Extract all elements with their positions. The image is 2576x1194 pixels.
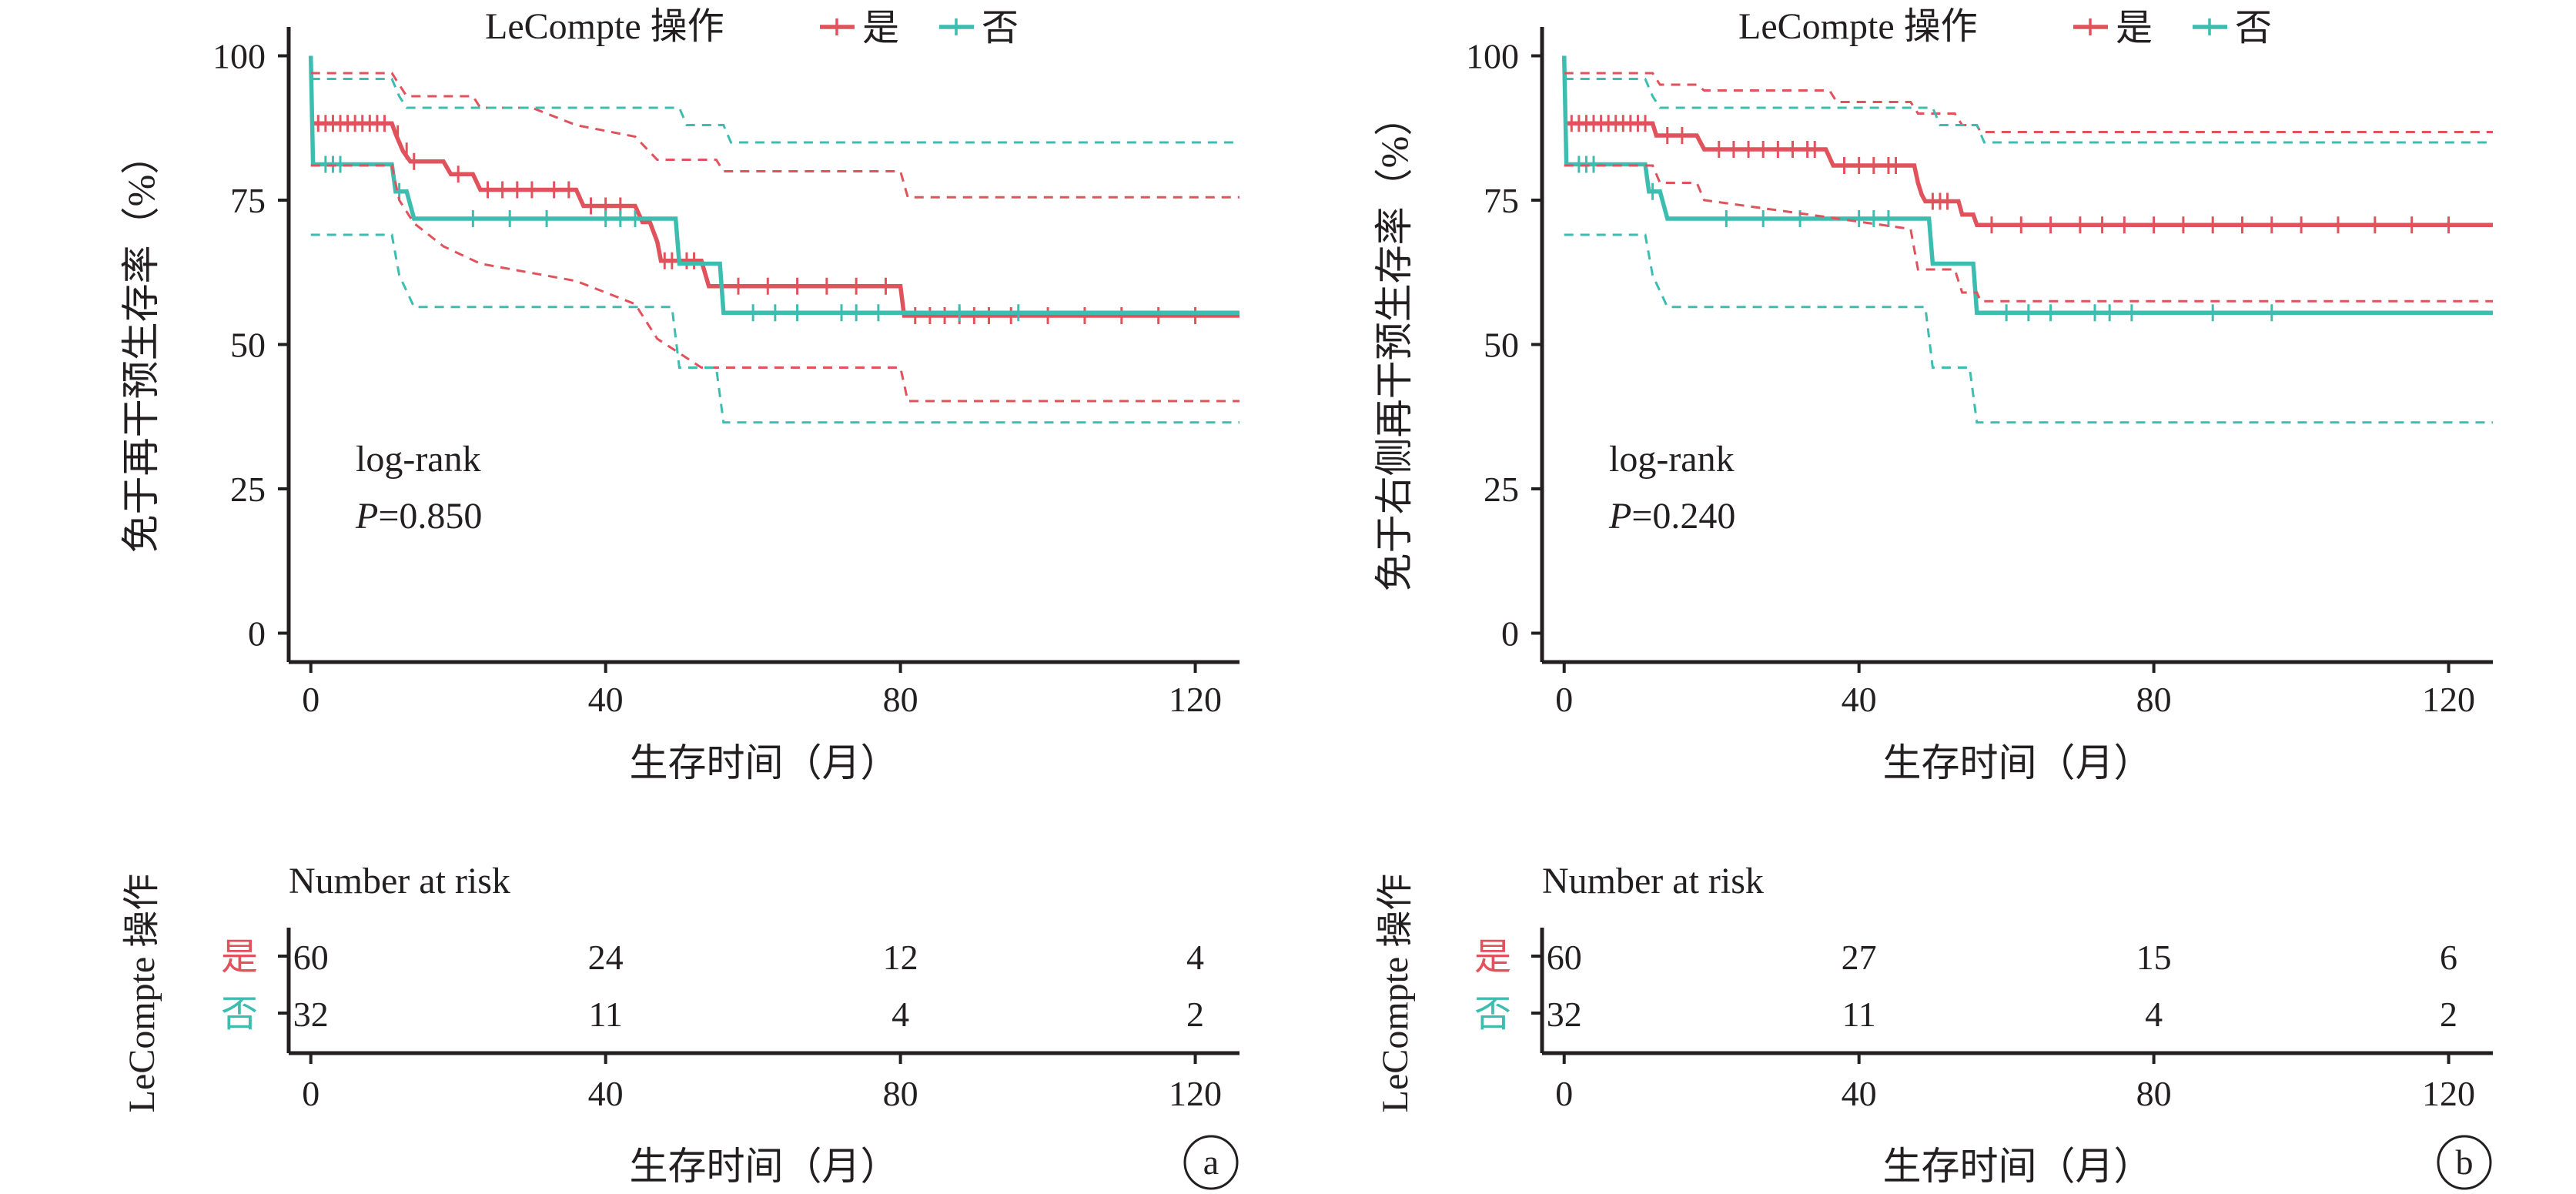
p-symbol: P [1608,496,1631,537]
risk-row-group: 否 [221,994,258,1035]
y-tick-label: 0 [1501,614,1519,654]
risk-count: 24 [588,938,624,977]
risk-count: 4 [1186,938,1204,977]
risk-count: 4 [2145,995,2163,1034]
x-tick-label: 40 [588,680,624,719]
legend: LeCompte 操作 是 否 [485,6,1019,48]
p-value: P=0.240 [1608,496,1735,537]
y-tick-label: 50 [230,326,266,365]
survival-curve-否 [308,55,1239,315]
risk-x-axis-label: 生存时间（月） [630,1145,899,1188]
risk-x-tick-label: 0 [1555,1074,1573,1113]
risk-x-tick-label: 0 [302,1074,319,1113]
confidence-band-line [1564,233,2493,424]
legend-title: LeCompte 操作 [1738,6,1978,47]
risk-x-axis-label: 生存时间（月） [1883,1145,2153,1188]
risk-count: 4 [892,995,909,1034]
y-tick-label: 25 [1484,470,1519,509]
risk-count: 32 [293,995,329,1034]
x-tick-label: 0 [302,680,319,719]
y-tick-label: 75 [1484,181,1519,220]
risk-count: 11 [589,995,623,1034]
y-tick-label: 25 [230,470,266,509]
p-symbol: P [355,496,378,537]
risk-table-y-label: LeCompte 操作 [1375,874,1416,1113]
risk-x-tick-label: 40 [1842,1074,1877,1113]
confidence-band-line [310,164,1239,403]
x-axis-label: 生存时间（月） [630,741,899,784]
risk-x-tick-label: 120 [1169,1074,1222,1113]
panel-label: a [1203,1142,1219,1182]
y-tick-label: 75 [230,181,266,220]
legend: LeCompte 操作 是 否 [1738,6,2272,48]
legend-entry: 否 [982,8,1019,48]
y-tick-label: 50 [1484,326,1519,365]
risk-table: Number at risk 是 60 24 12 4 否 32 11 4 2 0 40 80 120 生存时… [122,861,1239,1188]
legend-entry: 否 [2235,8,2272,48]
confidence-band-line [1564,78,2493,144]
confidence-band-line [1564,164,2493,303]
panel-label-circle [2437,1135,2492,1190]
confidence-band-line [310,72,1239,199]
risk-count: 2 [2440,995,2457,1034]
y-tick-label: 0 [248,614,266,654]
x-tick-label: 120 [1169,680,1222,719]
x-axis-label: 生存时间（月） [1883,741,2153,784]
risk-row-group: 是 [1474,937,1511,978]
legend-entry: 是 [2116,8,2153,48]
risk-count: 2 [1186,995,1204,1034]
risk-count: 32 [1547,995,1582,1034]
y-tick-label: 100 [212,37,266,76]
risk-count: 11 [1842,995,1876,1034]
risk-x-tick-label: 80 [883,1074,918,1113]
confidence-band-line [1564,72,2493,133]
risk-count: 6 [2440,938,2457,977]
x-tick-label: 120 [2422,680,2475,719]
y-axis-label: 免于右侧再干预生存率（%） [1373,98,1416,592]
risk-x-tick-label: 40 [588,1074,624,1113]
survival-curve-否 [1561,55,2493,315]
panel-label-circle [1183,1135,1239,1190]
y-axis-label: 免于再干预生存率（%） [119,136,162,554]
risk-count: 27 [1842,938,1877,977]
risk-table-y-label: LeCompte 操作 [122,874,162,1113]
risk-count: 12 [883,938,918,977]
panel-label: b [2456,1142,2474,1182]
x-tick-label: 40 [1842,680,1877,719]
survival-curve-是 [310,121,1239,318]
risk-count: 60 [1547,938,1582,977]
survival-curve-是 [1564,121,2493,228]
risk-table-header: Number at risk [1542,861,1764,901]
p-number: =0.850 [378,496,482,537]
legend-title: LeCompte 操作 [485,6,724,47]
confidence-band-line [310,233,1239,424]
risk-row-group: 否 [1474,994,1511,1035]
x-tick-label: 80 [2136,680,2172,719]
p-value: P=0.850 [355,496,482,537]
risk-table: Number at risk 是 60 27 15 6 否 32 11 4 2 0 40 80 120 生存时… [1375,861,2493,1188]
risk-x-tick-label: 80 [2136,1074,2172,1113]
x-tick-label: 0 [1555,680,1573,719]
test-name: log-rank [1609,439,1735,480]
risk-table-header: Number at risk [289,861,510,901]
risk-count: 15 [2136,938,2172,977]
y-tick-label: 100 [1466,37,1519,76]
p-number: =0.240 [1631,496,1735,537]
legend-entry: 是 [862,8,899,48]
x-tick-label: 80 [883,680,918,719]
risk-row-group: 是 [221,937,258,978]
risk-count: 60 [293,938,329,977]
confidence-band-line [310,78,1239,144]
risk-x-tick-label: 120 [2422,1074,2475,1113]
test-name: log-rank [356,439,481,480]
